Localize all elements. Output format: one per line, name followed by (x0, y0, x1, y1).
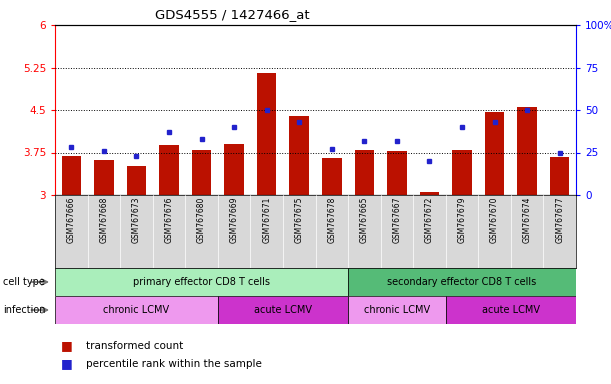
Bar (218, 296, 348, 324)
Text: GSM767670: GSM767670 (490, 197, 499, 243)
Bar (420, 192, 439, 195)
Text: GSM767674: GSM767674 (522, 197, 532, 243)
Text: acute LCMV: acute LCMV (482, 305, 540, 315)
Bar (354, 150, 374, 195)
Text: infection: infection (3, 305, 46, 315)
Text: GSM767671: GSM767671 (262, 197, 271, 243)
Bar (55, 296, 218, 324)
Text: GSM767672: GSM767672 (425, 197, 434, 243)
Text: GSM767665: GSM767665 (360, 197, 369, 243)
Text: GSM767675: GSM767675 (295, 197, 304, 243)
Bar (518, 107, 537, 195)
Text: primary effector CD8 T cells: primary effector CD8 T cells (133, 277, 270, 287)
Text: chronic LCMV: chronic LCMV (103, 305, 169, 315)
Bar (387, 151, 407, 195)
Text: GSM767668: GSM767668 (100, 197, 108, 243)
Text: GDS4555 / 1427466_at: GDS4555 / 1427466_at (155, 8, 310, 21)
Bar (550, 157, 569, 195)
Bar (485, 112, 504, 195)
Bar (94, 160, 114, 195)
Bar (224, 144, 244, 195)
Text: acute LCMV: acute LCMV (254, 305, 312, 315)
Text: percentile rank within the sample: percentile rank within the sample (86, 359, 262, 369)
Bar (62, 156, 81, 195)
Text: ■: ■ (61, 339, 73, 353)
Text: GSM767677: GSM767677 (555, 197, 564, 243)
Text: GSM767678: GSM767678 (327, 197, 336, 243)
Text: chronic LCMV: chronic LCMV (364, 305, 430, 315)
Bar (452, 150, 472, 195)
Bar (159, 145, 179, 195)
Text: GSM767676: GSM767676 (164, 197, 174, 243)
Text: GSM767680: GSM767680 (197, 197, 206, 243)
Bar (290, 116, 309, 195)
Text: GSM767666: GSM767666 (67, 197, 76, 243)
Text: GSM767669: GSM767669 (230, 197, 238, 243)
Text: GSM767679: GSM767679 (458, 197, 467, 243)
Bar (322, 158, 342, 195)
Bar (257, 73, 276, 195)
Text: secondary effector CD8 T cells: secondary effector CD8 T cells (387, 277, 536, 287)
Text: GSM767667: GSM767667 (392, 197, 401, 243)
Bar (126, 166, 146, 195)
Bar (55, 268, 348, 296)
Text: transformed count: transformed count (86, 341, 183, 351)
Text: cell type: cell type (3, 277, 45, 287)
Bar (192, 150, 211, 195)
Bar (446, 296, 576, 324)
Text: GSM767673: GSM767673 (132, 197, 141, 243)
Bar (348, 268, 576, 296)
Bar (348, 296, 446, 324)
Text: ■: ■ (61, 358, 73, 371)
